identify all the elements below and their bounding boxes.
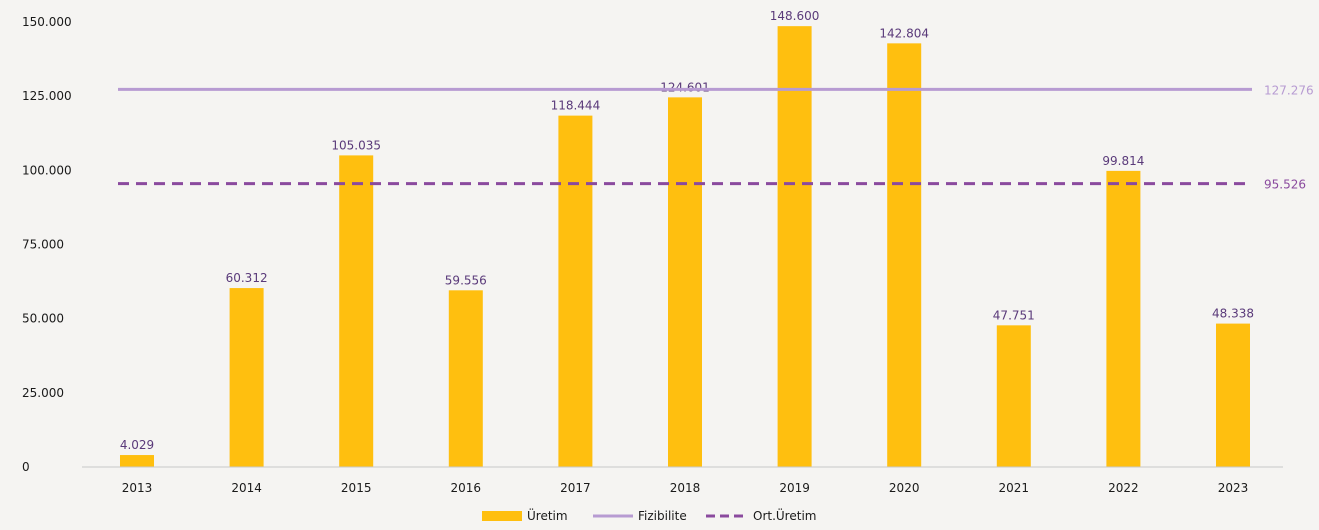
bar-data-label: 99.814 (1102, 154, 1144, 168)
bar-data-label: 105.035 (331, 138, 381, 152)
x-tick-label: 2014 (231, 481, 262, 495)
y-tick-label: 150.000 (22, 15, 72, 29)
fizibilite-value-label: 127.276 (1264, 83, 1314, 97)
bar-2020 (887, 43, 922, 467)
y-tick-label: 100.000 (22, 163, 72, 177)
bar-data-label: 4.029 (120, 438, 154, 452)
legend: Üretim Fizibilite Ort.Üretim (482, 507, 816, 523)
y-axis: 0 25.000 50.000 75.000 100.000 125.000 150.000 (22, 15, 72, 474)
x-axis: 2013 2014 2015 2016 2017 2018 2019 2020 2021 2022… (122, 481, 1249, 495)
bar-2013 (120, 455, 154, 467)
bars: 4.029 60.312 105.035 59.556 118.444 124.601 14… (120, 9, 1254, 468)
ort-uretim-value-label: 95.526 (1264, 178, 1306, 192)
bar-data-label: 148.600 (770, 9, 820, 23)
bar-2016 (448, 290, 483, 467)
y-tick-label: 25.000 (22, 386, 64, 400)
bar-data-label: 59.556 (445, 273, 487, 287)
bar-2019 (777, 26, 812, 468)
x-tick-label: 2021 (999, 481, 1030, 495)
bar-2018 (668, 97, 702, 467)
bar-data-label: 118.444 (551, 99, 601, 113)
bar-data-label: 60.312 (226, 271, 268, 285)
x-tick-label: 2022 (1108, 481, 1139, 495)
x-tick-label: 2018 (670, 481, 701, 495)
x-tick-label: 2017 (560, 481, 591, 495)
bar-2022 (1106, 170, 1141, 467)
legend-label-uretim: Üretim (527, 507, 568, 523)
legend-label-ort-uretim: Ort.Üretim (753, 507, 816, 523)
bar-2023 (1216, 323, 1250, 467)
x-tick-label: 2023 (1218, 481, 1249, 495)
x-tick-label: 2013 (122, 481, 153, 495)
y-tick-label: 50.000 (22, 312, 64, 326)
y-tick-label: 0 (22, 460, 30, 474)
x-tick-label: 2019 (779, 481, 810, 495)
y-tick-label: 125.000 (22, 89, 72, 103)
bar-2014 (229, 288, 264, 467)
y-tick-label: 75.000 (22, 238, 64, 252)
bar-data-label: 48.338 (1212, 307, 1254, 321)
bar-data-label: 124.601 (660, 80, 710, 94)
x-tick-label: 2015 (341, 481, 372, 495)
x-tick-label: 2016 (451, 481, 482, 495)
bar-2015 (339, 155, 374, 467)
bar-data-label: 47.751 (993, 308, 1035, 322)
bar-2017 (558, 115, 593, 467)
legend-swatch-uretim (482, 511, 522, 521)
reference-lines: 127.276 95.526 (118, 83, 1314, 192)
legend-label-fizibilite: Fizibilite (638, 509, 687, 523)
bar-2021 (996, 325, 1031, 467)
x-tick-label: 2020 (889, 481, 920, 495)
bar-data-label: 142.804 (879, 26, 929, 40)
